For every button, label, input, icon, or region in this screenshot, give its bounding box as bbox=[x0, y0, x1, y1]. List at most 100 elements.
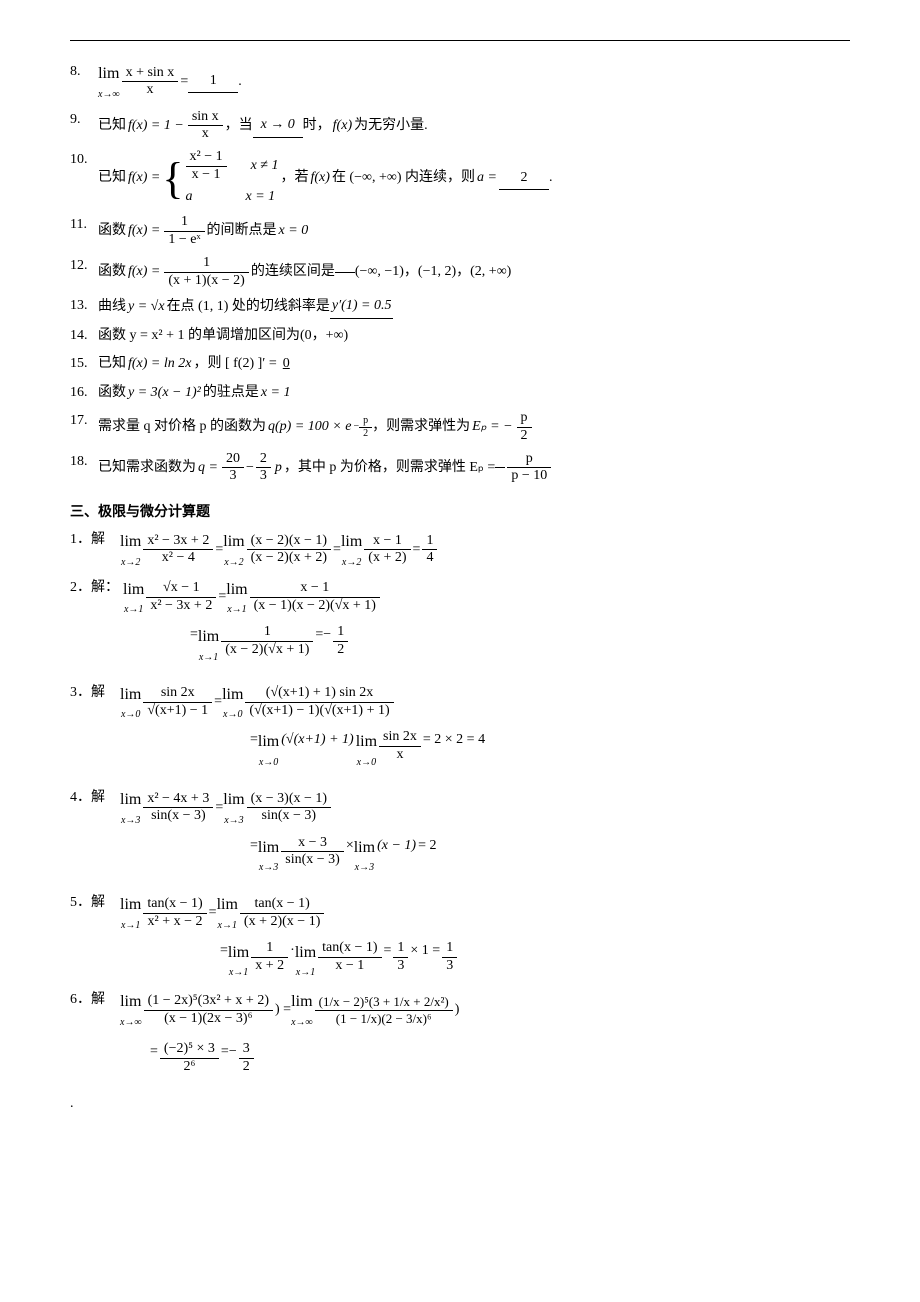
solution-body: limx→1 tan(x − 1)x² + x − 2 = limx→1 tan… bbox=[120, 892, 850, 934]
expression: (√(x+1) + 1) bbox=[279, 729, 355, 751]
fraction: tan(x − 1)x² + x − 2 bbox=[141, 896, 208, 931]
solution-num: 4．解 bbox=[70, 787, 120, 809]
fraction: sin 2x√(x+1) − 1 bbox=[141, 685, 214, 720]
equals: = bbox=[215, 797, 223, 819]
limit-icon: limx→∞ bbox=[291, 989, 313, 1031]
answer: x = 0 bbox=[277, 220, 311, 242]
operator: × 1 = bbox=[410, 940, 440, 962]
expression: (x − 1) bbox=[375, 835, 418, 857]
equals: = bbox=[209, 902, 217, 924]
exponent: − p 2 bbox=[353, 415, 372, 440]
answer-fraction: p p − 10 bbox=[505, 451, 553, 486]
fraction: (x − 3)(x − 1)sin(x − 3) bbox=[245, 791, 333, 826]
limit-icon: limx→3 bbox=[258, 835, 279, 877]
equals: = bbox=[250, 835, 258, 857]
solution-6-line2: = (−2)⁵ × 32⁶ = − 32 bbox=[150, 1041, 850, 1076]
answer: (−∞, −1)，(−1, 2)，(2, +∞) bbox=[355, 261, 512, 283]
problem-11: 11. 函数 f(x) = 1 1 − eˣ 的间断点是 x = 0 bbox=[70, 214, 850, 249]
expression: f(x) bbox=[331, 115, 354, 137]
solution-num: 6．解 bbox=[70, 989, 120, 1011]
equals: = bbox=[214, 691, 222, 713]
text: 已知需求函数为 bbox=[98, 457, 196, 479]
text: 曲线 bbox=[98, 296, 126, 318]
solution-body: limx→2 x² − 3x + 2x² − 4 = limx→2 (x − 2… bbox=[120, 529, 850, 571]
problem-num: 13. bbox=[70, 295, 98, 317]
limit-icon: limx→3 bbox=[223, 787, 244, 829]
text: 为无穷小量. bbox=[354, 115, 428, 137]
text: 需求量 q 对价格 p 的函数为 bbox=[98, 416, 266, 438]
problem-body: 需求量 q 对价格 p 的函数为 q(p) = 100 × e − p 2 ，则… bbox=[98, 410, 850, 445]
problem-16: 16. 函数 y = 3(x − 1)² 的驻点是 x = 1 bbox=[70, 382, 850, 404]
equals: = bbox=[215, 539, 223, 561]
expression: y = √x bbox=[126, 296, 167, 318]
case-row: x² − 1 x − 1 x ≠ 1 bbox=[184, 149, 281, 184]
equals: = bbox=[218, 586, 226, 608]
problem-body: 已知 f(x) = 1 − sin x x ，当 x → 0 时， f(x) 为… bbox=[98, 109, 850, 144]
expression: Eₚ = − bbox=[470, 416, 514, 438]
answer: 2 bbox=[499, 167, 549, 190]
answer: y′(1) = 0.5 bbox=[330, 295, 394, 318]
answer: x = 1 bbox=[259, 382, 293, 404]
limit-icon: limx→3 bbox=[120, 787, 141, 829]
problem-body: 已知需求函数为 q = 20 3 − 2 3 p ，其中 p 为价格，则需求弹性… bbox=[98, 451, 850, 486]
equals: = bbox=[190, 624, 198, 646]
solution-3: 3．解 limx→0 sin 2x√(x+1) − 1 = limx→0 (√(… bbox=[70, 682, 850, 724]
expression: q(p) = 100 × e bbox=[266, 416, 353, 438]
limit-icon: limx→∞ bbox=[120, 989, 142, 1031]
limit-icon: limx→1 bbox=[295, 940, 316, 982]
solution-num: 1．解 bbox=[70, 529, 120, 551]
equals: = bbox=[150, 1041, 158, 1063]
solution-num: 5．解 bbox=[70, 892, 120, 914]
answer: = 2 × 2 = 4 bbox=[423, 729, 485, 751]
solution-6: 6．解 limx→∞ (1 − 2x)⁵(3x² + x + 2)(x − 1)… bbox=[70, 989, 850, 1031]
text: 已知 bbox=[98, 167, 126, 189]
answer-fraction: p 2 bbox=[515, 410, 534, 445]
solution-num: 2．解： bbox=[70, 577, 123, 599]
solution-body: limx→3 x² − 4x + 3sin(x − 3) = limx→3 (x… bbox=[120, 787, 850, 829]
solution-num: 3．解 bbox=[70, 682, 120, 704]
limit-icon: lim x→∞ bbox=[98, 61, 120, 103]
expression: f(x) = bbox=[126, 167, 162, 189]
text: 函数 bbox=[98, 261, 126, 283]
fraction: tan(x − 1)x − 1 bbox=[316, 940, 383, 975]
answer: x → 0 bbox=[253, 114, 303, 137]
top-rule bbox=[70, 40, 850, 41]
fraction: x² − 1 x − 1 bbox=[184, 149, 229, 184]
solution-5-line2: = limx→1 1x + 2 · limx→1 tan(x − 1)x − 1… bbox=[220, 940, 850, 982]
paren: ) = bbox=[275, 999, 291, 1021]
text: ，则需求弹性为 bbox=[372, 416, 470, 438]
problem-8: 8. lim x→∞ x + sin x x = 1 . bbox=[70, 61, 850, 103]
fraction: (√(x+1) + 1) sin 2x(√(x+1) − 1)(√(x+1) +… bbox=[243, 685, 395, 720]
solution-2: 2．解： limx→1 √x − 1x² − 3x + 2 = limx→1 x… bbox=[70, 577, 850, 619]
fraction: x − 1(x + 2) bbox=[362, 533, 412, 568]
operator: − bbox=[323, 624, 331, 646]
text: 函数 bbox=[98, 382, 126, 404]
problem-num: 11. bbox=[70, 214, 98, 236]
expression: f(x) = bbox=[126, 261, 162, 283]
fraction: 1 (x + 1)(x − 2) bbox=[162, 255, 250, 290]
problem-body: 函数 y = 3(x − 1)² 的驻点是 x = 1 bbox=[98, 382, 850, 404]
answer-fraction: 14 bbox=[420, 533, 439, 568]
limit-icon: limx→0 bbox=[258, 729, 279, 771]
text: 在点 (1, 1) 处的切线斜率是 bbox=[167, 296, 330, 318]
blank bbox=[335, 272, 355, 273]
fraction: (x − 2)(x − 1)(x − 2)(x + 2) bbox=[245, 533, 333, 568]
expression: a = bbox=[475, 167, 499, 189]
problem-13: 13. 曲线 y = √x 在点 (1, 1) 处的切线斜率是 y′(1) = … bbox=[70, 295, 850, 318]
fraction: 1 1 − eˣ bbox=[162, 214, 206, 249]
problem-body: 函数 y = x² + 1 的单调增加区间为(0，+∞) bbox=[98, 325, 850, 347]
condition: x = 1 bbox=[244, 186, 278, 208]
limit-icon: limx→0 bbox=[356, 729, 377, 771]
fraction: x² − 3x + 2x² − 4 bbox=[141, 533, 215, 568]
equals: = bbox=[220, 940, 228, 962]
solution-5: 5．解 limx→1 tan(x − 1)x² + x − 2 = limx→1… bbox=[70, 892, 850, 934]
fraction: 13 bbox=[391, 940, 410, 975]
fraction: x² − 4x + 3sin(x − 3) bbox=[141, 791, 215, 826]
paren: ) bbox=[455, 999, 460, 1021]
section-title: 三、极限与微分计算题 bbox=[70, 501, 850, 521]
solution-3-line2: = limx→0 (√(x+1) + 1) limx→0 sin 2xx = 2… bbox=[250, 729, 850, 771]
expression: f(x) = 1 − bbox=[126, 115, 186, 137]
text: ，其中 p 为价格，则需求弹性 Eₚ = bbox=[284, 457, 495, 479]
fraction: (1 − 2x)⁵(3x² + x + 2)(x − 1)(2x − 3)⁶ bbox=[142, 993, 275, 1028]
solution-4-line2: = limx→3 x − 3sin(x − 3) × limx→3 (x − 1… bbox=[250, 835, 850, 877]
